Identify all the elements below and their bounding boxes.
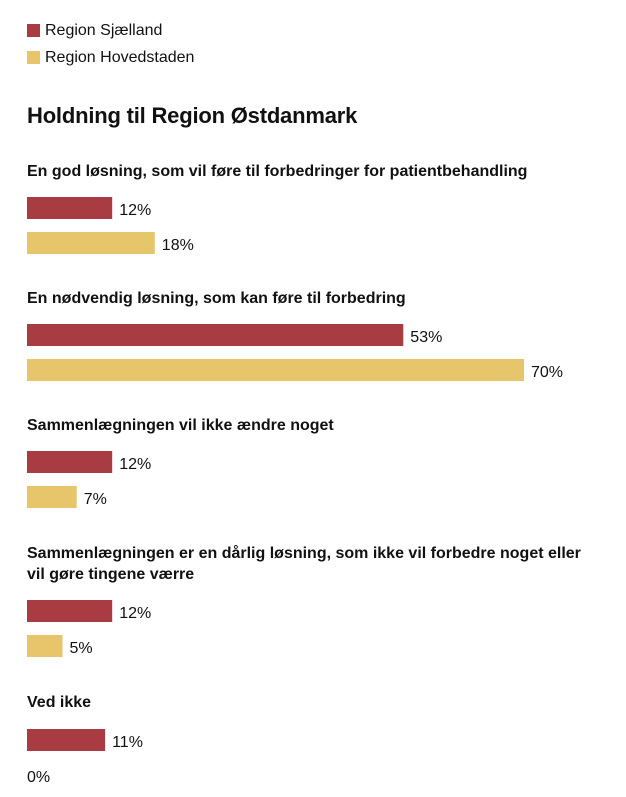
value-label-1-0: 53% xyxy=(410,329,442,346)
legend-label-region-sjaelland: Region Sjælland xyxy=(45,21,163,39)
bar-0-1 xyxy=(27,232,155,254)
value-label-4-1: 0% xyxy=(27,769,50,786)
legend-item-region-sjaelland: Region Sjælland xyxy=(27,17,194,44)
category-label-4: Ved ikke xyxy=(27,694,92,711)
legend-label-region-hovedstaden: Region Hovedstaden xyxy=(45,48,195,66)
value-label-0-0: 12% xyxy=(119,202,151,219)
legend-swatch-region-sjaelland xyxy=(27,24,40,37)
category-label-1: En nødvendig løsning, som kan føre til f… xyxy=(27,290,406,307)
value-label-2-1: 7% xyxy=(84,491,107,508)
chart-title: Holdning til Region Østdanmark xyxy=(27,103,358,128)
category-label-2: Sammenlægningen vil ikke ændre noget xyxy=(27,417,334,434)
category-label-3: Sammenlægningen er en dårlig løsning, so… xyxy=(27,545,581,583)
bar-4-0 xyxy=(27,729,106,751)
bar-1-1 xyxy=(27,359,524,381)
value-label-4-0: 11% xyxy=(112,734,143,751)
value-label-1-1: 70% xyxy=(531,364,563,381)
legend-item-region-hovedstaden: Region Hovedstaden xyxy=(27,44,194,71)
value-label-3-1: 5% xyxy=(70,640,93,657)
value-label-2-0: 12% xyxy=(119,456,151,473)
bar-3-1 xyxy=(27,635,63,657)
bar-0-0 xyxy=(27,197,113,219)
legend-swatch-region-hovedstaden xyxy=(27,51,40,64)
value-label-3-0: 12% xyxy=(119,605,151,622)
bar-2-1 xyxy=(27,486,77,508)
bar-3-0 xyxy=(27,600,113,622)
bar-1-0 xyxy=(27,324,404,346)
value-label-0-1: 18% xyxy=(162,237,194,254)
bar-2-0 xyxy=(27,451,113,473)
category-label-0: En god løsning, som vil føre til forbedr… xyxy=(27,163,528,180)
legend: Region Sjælland Region Hovedstaden xyxy=(27,17,194,71)
